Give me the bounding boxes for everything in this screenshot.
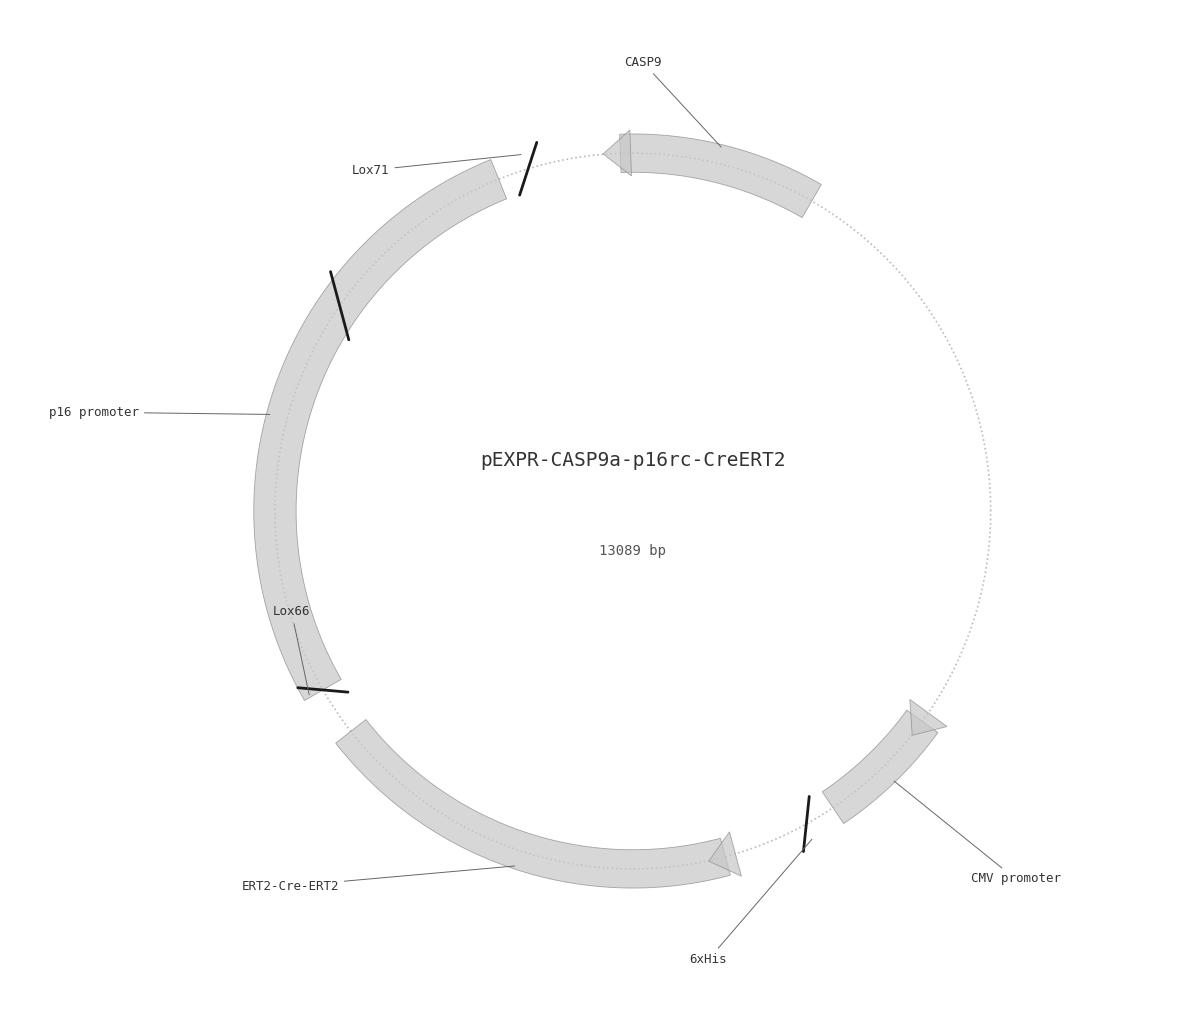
Text: Lox71: Lox71 [352,154,521,177]
Text: pEXPR-CASP9a-p16rc-CreERT2: pEXPR-CASP9a-p16rc-CreERT2 [480,451,786,470]
Polygon shape [822,710,937,824]
Text: Lox66: Lox66 [273,605,310,695]
Polygon shape [335,719,730,888]
Text: CASP9: CASP9 [624,56,722,147]
Polygon shape [709,832,742,876]
Text: p16 promoter: p16 promoter [49,406,270,419]
Polygon shape [910,699,947,735]
Polygon shape [603,130,632,176]
Polygon shape [254,159,507,700]
Text: 13089 bp: 13089 bp [600,545,666,558]
Text: 6xHis: 6xHis [690,839,812,966]
Text: ERT2-Cre-ERT2: ERT2-Cre-ERT2 [242,866,514,892]
Text: CMV promoter: CMV promoter [895,781,1061,885]
Polygon shape [620,134,821,218]
